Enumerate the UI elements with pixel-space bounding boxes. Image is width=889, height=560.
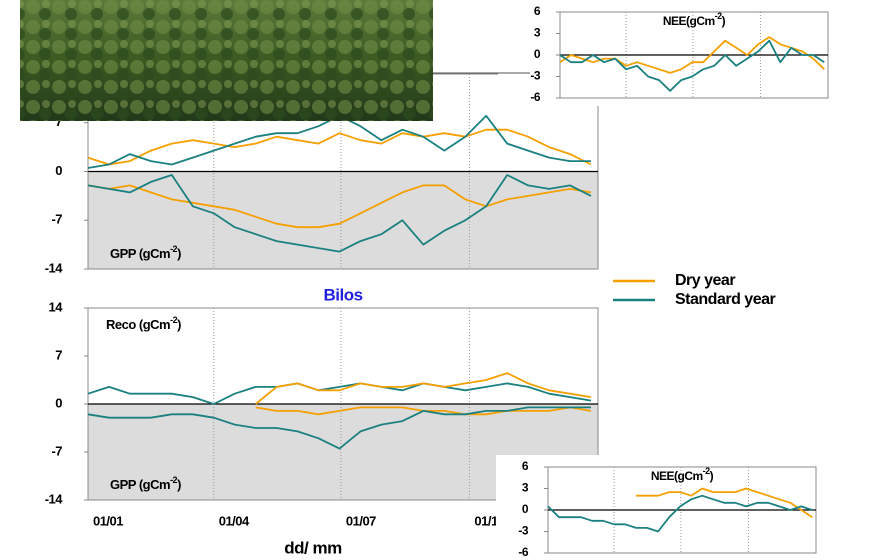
y-tick-label: 14 [49,299,64,314]
y-tick-label: 0 [534,47,541,61]
y-tick-label: -14 [45,260,64,275]
annotation-part: GPP (gCm [110,477,170,492]
annotation: Reco (gCm-2) [106,315,181,332]
superscript: -2 [170,315,177,325]
chart-title: Bilos [323,285,362,304]
y-tick-label: 0 [55,395,62,410]
y-tick-label: -6 [530,90,540,104]
x-tick-label: 01/04 [219,513,250,528]
y-tick-label: -7 [51,443,62,458]
x-tick-label: 01/07 [346,513,376,528]
annotation: NEE(gCm-2) [663,11,726,28]
legend-label: Standard year [675,291,775,308]
series-line [559,39,825,92]
superscript: -2 [170,475,177,485]
series-line [87,114,591,169]
annotation: GPP (gCm-2) [110,475,181,492]
negative-shade [88,171,598,269]
annotation-part: ) [177,317,181,332]
superscript: -2 [703,466,710,476]
y-tick-label: -7 [51,212,62,227]
y-tick-label: -6 [518,545,528,559]
legend-label: Dry year [675,272,735,289]
chart: -14 -7 0 7 GPP (gCm-2) [45,73,599,275]
y-tick-label: 0 [55,163,62,178]
y-tick-label: 3 [522,481,529,495]
series-line [255,372,592,405]
y-tick-label: 6 [522,459,529,473]
annotation-part: GPP (gCm [110,246,170,261]
annotation: GPP (gCm-2) [110,244,181,261]
series-line [559,36,825,74]
chart-background [496,455,826,560]
annotation-part: NEE(gCm [651,469,703,483]
x-axis-label: dd/ mm [284,538,342,557]
annotation-part: ) [710,469,714,483]
annotation-part: Reco (gCm [106,317,170,332]
superscript: -2 [170,244,177,254]
annotation: NEE(gCm-2) [651,466,714,483]
annotation-part: ) [177,246,181,261]
series-line [547,494,813,533]
series-line [87,184,592,229]
superscript: -2 [715,11,722,21]
series-line [636,487,813,518]
x-tick-label: 01/01 [93,513,123,528]
series-line [87,174,592,253]
chart: -6 -3 0 3 6 NEE(gCm-2) [496,455,826,560]
forest-photo [20,0,433,121]
annotation-part: ) [722,14,726,28]
y-tick-label: 0 [522,502,529,516]
y-tick-label: 7 [55,114,62,129]
chart: -6 -3 0 3 6 NEE(gCm-2) [498,0,838,106]
y-tick-label: -3 [530,69,540,83]
y-tick-label: 7 [55,347,62,362]
y-tick-label: 3 [534,26,541,40]
annotation-part: NEE(gCm [663,14,715,28]
series-line [87,382,592,405]
y-tick-label: 6 [534,4,541,18]
y-tick-label: -14 [45,491,64,506]
series-line [87,406,591,450]
series-line [87,128,592,166]
y-tick-label: -3 [518,524,528,538]
annotation-part: ) [177,477,181,492]
